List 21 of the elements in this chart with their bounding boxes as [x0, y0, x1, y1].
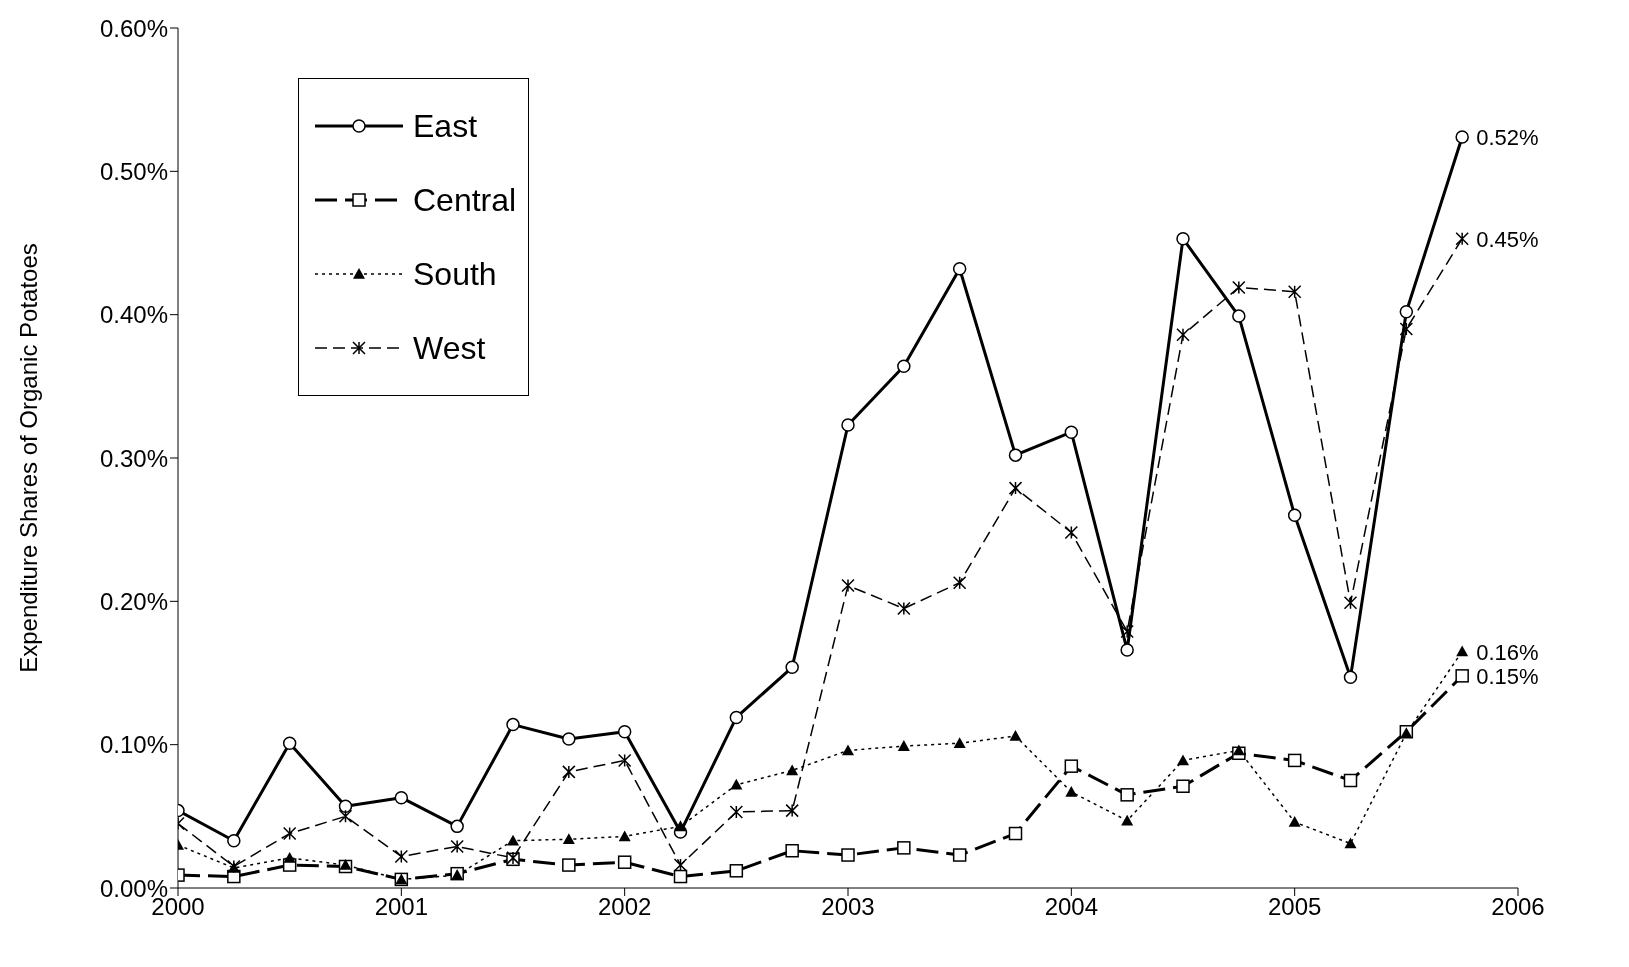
data-label: 0.15%: [1476, 663, 1539, 689]
x-tick-label: 2002: [597, 893, 652, 921]
legend-label: South: [413, 255, 497, 293]
x-tick-label: 2003: [821, 893, 875, 921]
y-tick-label: 0.20%: [99, 587, 168, 615]
y-axis-title: Expenditure Shares of Organic Potatoes: [14, 243, 42, 673]
y-tick-label: 0.50%: [99, 157, 168, 185]
data-label: 0.45%: [1476, 226, 1539, 252]
data-label: 0.52%: [1476, 124, 1539, 150]
x-tick-label: 2004: [1044, 893, 1099, 921]
x-tick-label: 2006: [1491, 893, 1545, 921]
legend-label: Central: [413, 181, 517, 219]
y-tick-label: 0.30%: [99, 444, 168, 472]
legend-label: West: [413, 329, 486, 367]
data-label: 0.16%: [1476, 639, 1539, 665]
y-tick-label: 0.10%: [99, 731, 168, 759]
y-tick-label: 0.60%: [99, 14, 168, 42]
x-tick-label: 2001: [374, 893, 429, 921]
y-tick-label: 0.40%: [99, 301, 168, 329]
x-tick-label: 2005: [1267, 893, 1322, 921]
legend-label: East: [413, 107, 478, 145]
